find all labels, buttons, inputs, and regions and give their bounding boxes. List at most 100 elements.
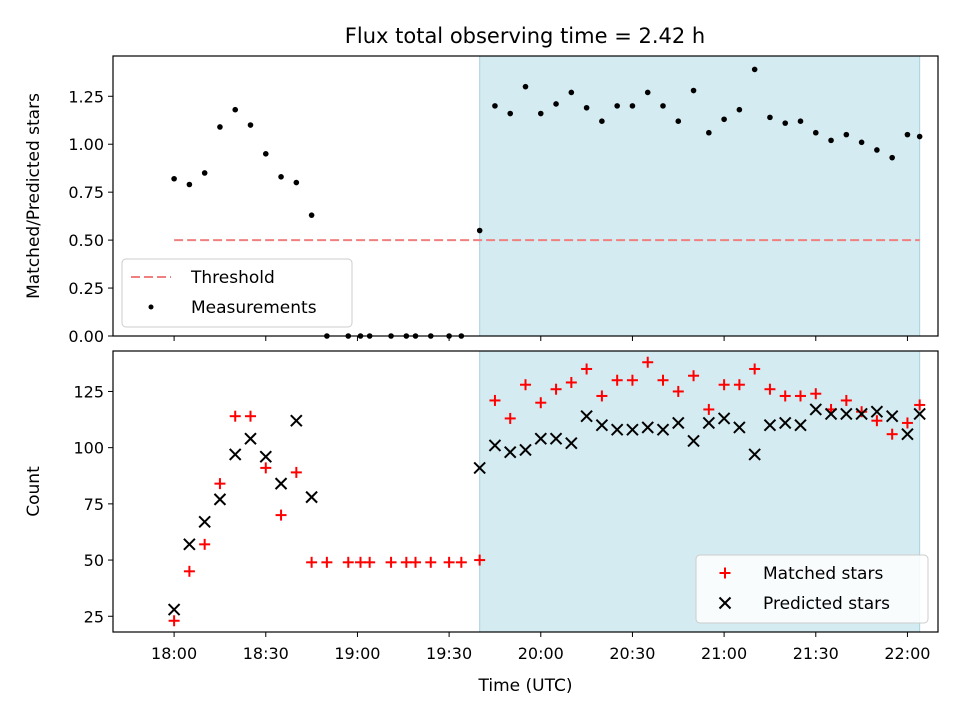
bottom-predicted-point xyxy=(626,423,639,436)
bottom-matched-point xyxy=(733,379,745,391)
bottom-predicted-point xyxy=(519,443,532,457)
top-legend: Threshold Measurements xyxy=(121,258,353,328)
legend-threshold-label: Threshold xyxy=(190,268,275,288)
bottom-predicted-point xyxy=(595,418,609,432)
bottom-predicted-point xyxy=(167,603,181,616)
bottom-axes-frame xyxy=(112,350,939,633)
bottom-matched-point xyxy=(901,417,913,429)
bottom-matched-point xyxy=(425,556,437,568)
bottom-matched-point xyxy=(385,556,397,568)
top-data-point xyxy=(767,114,773,121)
top-data-point xyxy=(599,118,605,125)
legend-box xyxy=(695,554,929,624)
bottom-matched-point xyxy=(871,415,883,427)
bottom-predicted-point xyxy=(183,538,196,551)
bottom-matched-point xyxy=(810,388,822,400)
x-tick-label: 18:30 xyxy=(243,644,289,663)
bottom-predicted-point xyxy=(656,423,670,436)
top-data-point xyxy=(629,103,636,109)
bottom-y-tick-label: 75 xyxy=(84,495,104,514)
bottom-predicted-point xyxy=(901,427,914,441)
top-data-point xyxy=(675,118,682,125)
bottom-predicted-point xyxy=(779,416,792,430)
legend-box xyxy=(121,258,353,328)
bottom-predicted-point xyxy=(748,448,761,461)
bottom-predicted-point xyxy=(580,409,593,423)
bottom-predicted-point xyxy=(229,448,242,461)
legend-measurements-swatch xyxy=(148,304,154,310)
bottom-matched-point xyxy=(520,379,531,391)
bottom-matched-point xyxy=(410,556,421,568)
bottom-matched-point xyxy=(914,399,926,411)
bottom-y-axis-label: Count xyxy=(24,466,44,517)
bottom-matched-point xyxy=(321,556,333,568)
bottom-predicted-point xyxy=(840,407,853,421)
x-tick-label: 20:30 xyxy=(609,644,655,663)
bottom-matched-point xyxy=(306,556,318,568)
top-data-point xyxy=(171,175,177,182)
top-data-point xyxy=(492,103,498,109)
x-axis-label: Time (UTC) xyxy=(478,676,573,696)
bottom-predicted-point xyxy=(702,416,716,430)
top-data-point xyxy=(522,83,529,90)
bottom-matched-point xyxy=(550,383,562,395)
bottom-matched-point xyxy=(245,410,256,422)
bottom-matched-point xyxy=(183,565,195,577)
top-shaded-region xyxy=(479,56,920,336)
bottom-matched-point xyxy=(364,556,376,568)
top-y-axis-label: Matched/Predicted stars xyxy=(24,93,44,299)
legend-measurements-label: Measurements xyxy=(191,298,317,318)
bottom-predicted-point xyxy=(549,432,563,445)
bottom-matched-point xyxy=(886,428,898,440)
top-data-point xyxy=(537,110,544,117)
chart-title: Flux total observing time = 2.42 h xyxy=(345,24,705,48)
bottom-predicted-point xyxy=(473,461,486,475)
bottom-predicted-point xyxy=(870,405,884,418)
top-data-point xyxy=(690,87,697,94)
bottom-predicted-point xyxy=(213,493,227,506)
bottom-predicted-point xyxy=(687,434,700,448)
bottom-predicted-point xyxy=(504,445,517,459)
bottom-predicted-point xyxy=(534,432,547,445)
bottom-matched-point xyxy=(474,554,486,566)
bottom-y-tick-label: 125 xyxy=(73,382,104,401)
bottom-predicted-point xyxy=(565,436,578,450)
bottom-matched-point xyxy=(611,374,623,386)
bottom-matched-point xyxy=(672,385,684,397)
top-data-point xyxy=(660,103,666,109)
bottom-matched-point xyxy=(199,538,211,550)
bottom-predicted-point xyxy=(244,432,257,445)
top-data-point xyxy=(278,174,284,180)
bottom-matched-point xyxy=(342,556,354,568)
legend-predicted-swatch xyxy=(718,596,732,610)
top-data-point xyxy=(507,110,514,117)
top-y-tick-label: 0.75 xyxy=(68,183,104,202)
legend-predicted-label: Predicted stars xyxy=(763,594,890,614)
x-tick-label: 21:30 xyxy=(793,644,839,663)
bottom-matched-point xyxy=(168,615,180,627)
top-data-point xyxy=(858,139,865,146)
bottom-matched-point xyxy=(764,383,776,395)
legend-matched-swatch xyxy=(719,567,731,579)
top-data-point xyxy=(217,124,223,130)
x-tick-label: 22:00 xyxy=(884,644,930,663)
top-data-point xyxy=(293,179,300,186)
top-data-point xyxy=(553,101,559,107)
bottom-predicted-point xyxy=(763,418,777,432)
bottom-predicted-point xyxy=(794,418,807,432)
top-data-point xyxy=(232,106,239,113)
top-panel: 0.00 0.25 0.50 0.75 1.00 1.25 Matched/Predicte… xyxy=(24,55,939,346)
bottom-matched-point xyxy=(535,397,547,409)
bottom-matched-point xyxy=(581,363,593,375)
top-y-tick-label: 1.00 xyxy=(68,135,104,154)
bottom-matched-point xyxy=(840,394,852,406)
bottom-matched-point xyxy=(795,390,806,402)
top-data-point xyxy=(782,120,789,126)
bottom-predicted-point xyxy=(488,439,502,452)
bottom-matched-point xyxy=(749,363,761,375)
top-data-point xyxy=(614,103,620,109)
legend-matched-label: Matched stars xyxy=(763,564,883,584)
top-axes-frame xyxy=(112,55,939,337)
top-data-point xyxy=(797,118,804,125)
bottom-predicted-point xyxy=(198,515,211,529)
